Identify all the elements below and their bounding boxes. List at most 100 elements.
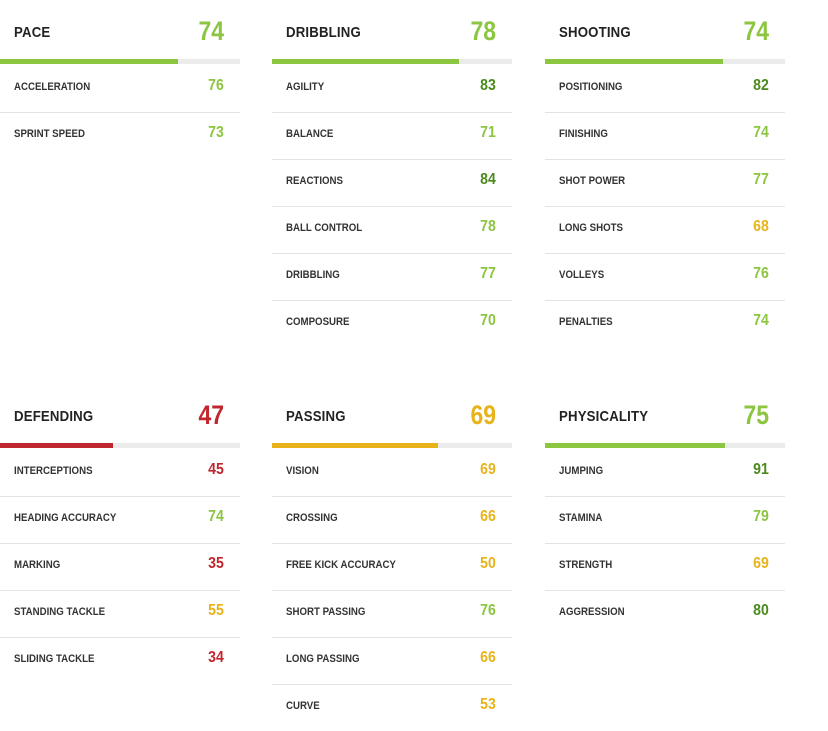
card-title: PASSING xyxy=(286,408,346,425)
stat-row: INTERCEPTIONS 45 xyxy=(0,450,240,497)
stat-row: CROSSING 66 xyxy=(272,497,512,544)
card-title: SHOOTING xyxy=(559,24,631,41)
card-header: PHYSICALITY 75 xyxy=(545,384,785,450)
stat-label: PENALTIES xyxy=(559,316,613,328)
stat-label: SHORT PASSING xyxy=(286,606,366,618)
card-header: PACE 74 xyxy=(0,0,240,66)
rating-bar-fill xyxy=(272,59,460,64)
stat-value: 74 xyxy=(753,312,769,329)
stat-row: REACTIONS 84 xyxy=(272,160,512,207)
card-header: DRIBBLING 78 xyxy=(272,0,512,66)
attribute-card-pace: PACE 74 ACCELERATION 76 SPRINT SPEED 73 xyxy=(0,0,240,159)
stat-row: LONG PASSING 66 xyxy=(272,638,512,685)
stat-label: ACCELERATION xyxy=(14,81,91,93)
stat-row: FREE KICK ACCURACY 50 xyxy=(272,544,512,591)
stat-label: VISION xyxy=(286,465,319,477)
stat-label: STANDING TACKLE xyxy=(14,606,106,618)
stat-label: HEADING ACCURACY xyxy=(14,512,117,524)
rating-bar-fill xyxy=(545,443,725,448)
card-total-rating: 78 xyxy=(470,16,496,46)
stat-label: SLIDING TACKLE xyxy=(14,653,95,665)
card-header: PASSING 69 xyxy=(272,384,512,450)
stat-label: POSITIONING xyxy=(559,81,623,93)
stat-row: JUMPING 91 xyxy=(545,450,785,497)
stat-label: JUMPING xyxy=(559,465,604,477)
stat-value: 53 xyxy=(480,696,496,713)
stat-value: 78 xyxy=(480,218,496,235)
stat-label: MARKING xyxy=(14,559,61,571)
stat-value: 71 xyxy=(480,124,496,141)
card-total-rating: 69 xyxy=(470,400,496,430)
stat-value: 73 xyxy=(208,124,224,141)
attribute-card-defending: DEFENDING 47 INTERCEPTIONS 45 HEADING ACCURA… xyxy=(0,384,240,684)
stat-label: FINISHING xyxy=(559,128,608,140)
card-header: SHOOTING 74 xyxy=(545,0,785,66)
stat-value: 66 xyxy=(480,649,496,666)
rating-bar xyxy=(545,443,785,448)
stat-value: 83 xyxy=(480,77,496,94)
stat-label: FREE KICK ACCURACY xyxy=(286,559,396,571)
rating-bar-fill xyxy=(272,443,438,448)
stat-label: CROSSING xyxy=(286,512,338,524)
stat-label: CURVE xyxy=(286,700,320,712)
stat-row: COMPOSURE 70 xyxy=(272,301,512,347)
stat-value: 76 xyxy=(480,602,496,619)
stat-label: STRENGTH xyxy=(559,559,613,571)
stat-value: 34 xyxy=(208,649,224,666)
stat-label: VOLLEYS xyxy=(559,269,605,281)
stat-value: 50 xyxy=(480,555,496,572)
stat-value: 69 xyxy=(753,555,769,572)
stat-row: STAMINA 79 xyxy=(545,497,785,544)
stat-row: AGILITY 83 xyxy=(272,66,512,113)
stat-label: SHOT POWER xyxy=(559,175,626,187)
stat-row: BALL CONTROL 78 xyxy=(272,207,512,254)
stat-row: SHORT PASSING 76 xyxy=(272,591,512,638)
stat-value: 80 xyxy=(753,602,769,619)
card-title: PHYSICALITY xyxy=(559,408,649,425)
stat-value: 74 xyxy=(208,508,224,525)
card-title: DEFENDING xyxy=(14,408,94,425)
stat-label: LONG SHOTS xyxy=(559,222,624,234)
stat-row: PENALTIES 74 xyxy=(545,301,785,347)
attribute-card-dribbling: DRIBBLING 78 AGILITY 83 BALANCE 71 REACTIONS 84… xyxy=(272,0,512,347)
card-title: DRIBBLING xyxy=(286,24,361,41)
card-total-rating: 75 xyxy=(743,400,769,430)
rating-bar xyxy=(272,59,512,64)
stat-value: 82 xyxy=(753,77,769,94)
stat-value: 74 xyxy=(753,124,769,141)
rating-bar xyxy=(0,443,240,448)
stat-row: VISION 69 xyxy=(272,450,512,497)
stat-row: MARKING 35 xyxy=(0,544,240,591)
attribute-card-passing: PASSING 69 VISION 69 CROSSING 66 FREE KICK ACC… xyxy=(272,384,512,731)
stat-row: SPRINT SPEED 73 xyxy=(0,113,240,159)
stat-row: ACCELERATION 76 xyxy=(0,66,240,113)
rating-bar xyxy=(272,443,512,448)
stat-value: 76 xyxy=(208,77,224,94)
stat-row: STANDING TACKLE 55 xyxy=(0,591,240,638)
stat-value: 77 xyxy=(480,265,496,282)
stat-value: 76 xyxy=(753,265,769,282)
stat-row: FINISHING 74 xyxy=(545,113,785,160)
card-header: DEFENDING 47 xyxy=(0,384,240,450)
rating-bar-fill xyxy=(545,59,723,64)
stat-value: 69 xyxy=(480,461,496,478)
stat-row: AGGRESSION 80 xyxy=(545,591,785,637)
stat-row: STRENGTH 69 xyxy=(545,544,785,591)
stat-value: 66 xyxy=(480,508,496,525)
card-total-rating: 74 xyxy=(743,16,769,46)
rating-bar-fill xyxy=(0,443,113,448)
stat-label: AGILITY xyxy=(286,81,325,93)
rating-bar xyxy=(545,59,785,64)
stat-value: 79 xyxy=(753,508,769,525)
stat-row: POSITIONING 82 xyxy=(545,66,785,113)
stat-value: 45 xyxy=(208,461,224,478)
stat-row: HEADING ACCURACY 74 xyxy=(0,497,240,544)
stat-row: DRIBBLING 77 xyxy=(272,254,512,301)
stat-row: VOLLEYS 76 xyxy=(545,254,785,301)
stat-label: DRIBBLING xyxy=(286,269,340,281)
stat-label: SPRINT SPEED xyxy=(14,128,86,140)
stat-value: 70 xyxy=(480,312,496,329)
stat-value: 91 xyxy=(753,461,769,478)
card-total-rating: 47 xyxy=(198,400,224,430)
stat-label: LONG PASSING xyxy=(286,653,360,665)
